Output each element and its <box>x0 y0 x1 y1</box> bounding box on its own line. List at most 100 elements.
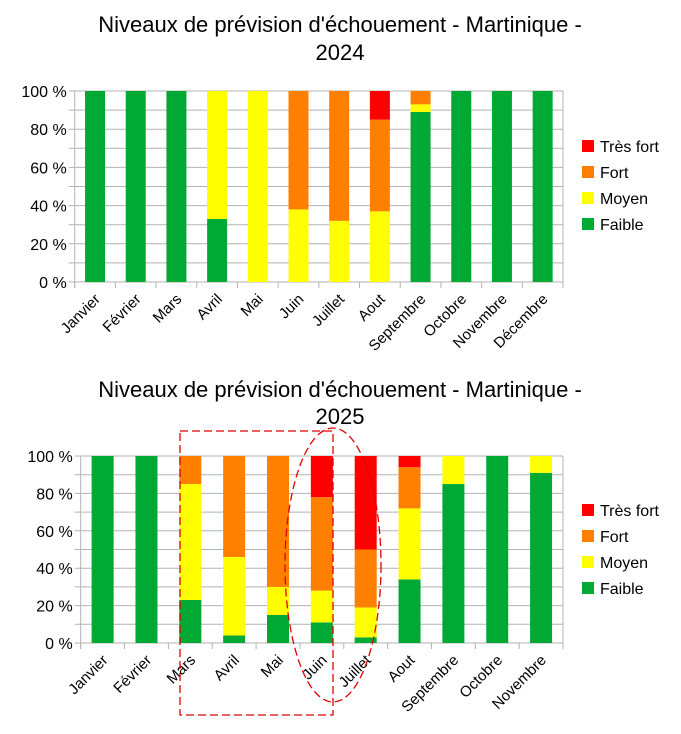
bar-moyen <box>442 456 465 485</box>
x-tick-label: Aout <box>385 651 419 685</box>
bar-faible <box>125 91 146 282</box>
legend-swatch <box>582 192 594 204</box>
y-tick-label: 0 % <box>45 636 73 653</box>
legend-label: Faible <box>600 217 644 234</box>
x-tick-label: Aout <box>355 290 389 324</box>
bar-moyen <box>267 586 290 615</box>
chart-title: Niveaux de prévision d'échouement - Mart… <box>98 377 582 402</box>
chart-title-year: 2024 <box>316 40 365 65</box>
x-tick-label: Avril <box>211 652 243 684</box>
bar-fort <box>398 467 421 509</box>
bar-fort <box>410 91 431 105</box>
annotation-dashed-ellipse <box>284 427 382 703</box>
y-tick-label: 100 % <box>27 449 72 466</box>
x-tick-label: Janvier <box>58 291 104 337</box>
bar-moyen <box>310 590 333 623</box>
y-tick-label: 20 % <box>30 237 66 254</box>
chart-1: Niveaux de prévision d'échouement - Mart… <box>21 12 659 355</box>
bar-faible <box>410 112 431 282</box>
legend-label: Fort <box>600 529 629 546</box>
bar-faible <box>135 456 158 643</box>
x-tick-label: Juin <box>276 291 307 322</box>
bar-faible <box>491 91 512 282</box>
x-tick-label: Mars <box>150 291 186 327</box>
x-tick-label: Avril <box>193 291 225 323</box>
x-tick-label: Mars <box>164 652 200 688</box>
x-tick-label: Février <box>100 291 145 336</box>
chart-2: Niveaux de prévision d'échouement - Mart… <box>27 377 659 716</box>
bar-faible <box>530 472 553 643</box>
x-tick-label: Janvier <box>65 652 111 698</box>
y-tick-label: 60 % <box>36 524 72 541</box>
bar-faible <box>179 599 202 643</box>
bar-moyen <box>329 220 350 282</box>
x-tick-label: Mai <box>238 291 267 320</box>
bar-faible <box>166 91 187 282</box>
bar-faible <box>451 91 472 282</box>
bar-très-fort <box>310 456 333 498</box>
bar-faible <box>207 218 228 282</box>
bar-faible <box>532 91 553 282</box>
legend-swatch <box>582 556 594 568</box>
x-tick-label: Février <box>110 652 155 697</box>
bar-fort <box>267 456 290 587</box>
legend-label: Moyen <box>600 191 648 208</box>
legend-swatch <box>582 166 594 178</box>
y-tick-label: 20 % <box>36 599 72 616</box>
bar-moyen <box>530 456 553 473</box>
bar-très-fort <box>369 91 390 120</box>
x-tick-label: Juillet <box>335 651 375 691</box>
y-tick-label: 80 % <box>30 122 66 139</box>
bar-très-fort <box>398 456 421 468</box>
x-tick-label: Juin <box>299 652 330 683</box>
bar-moyen <box>410 104 431 113</box>
bar-fort <box>310 497 333 591</box>
bar-moyen <box>398 508 421 580</box>
bar-moyen <box>207 91 228 219</box>
bar-faible <box>354 637 377 643</box>
legend-swatch <box>582 530 594 542</box>
bar-fort <box>223 456 246 557</box>
bar-faible <box>91 456 114 643</box>
bar-faible <box>85 91 106 282</box>
y-tick-label: 100 % <box>21 84 66 101</box>
bar-faible <box>310 622 333 643</box>
legend-swatch <box>582 504 594 516</box>
bar-fort <box>369 119 390 212</box>
bar-moyen <box>223 556 246 636</box>
legend-swatch <box>582 140 594 152</box>
bar-fort <box>354 549 377 608</box>
legend-swatch <box>582 218 594 230</box>
legend-swatch <box>582 582 594 594</box>
bar-moyen <box>369 211 390 282</box>
legend-label: Moyen <box>600 555 648 572</box>
bar-faible <box>267 614 290 643</box>
chart-title-year: 2025 <box>316 404 365 429</box>
x-tick-label: Mai <box>258 652 287 681</box>
legend-label: Faible <box>600 581 644 598</box>
y-tick-label: 0 % <box>39 275 67 292</box>
x-tick-label: Juillet <box>309 290 349 330</box>
bar-fort <box>179 456 202 485</box>
legend-label: Très fort <box>600 503 660 520</box>
bar-moyen <box>179 484 202 600</box>
bar-moyen <box>288 209 309 282</box>
bar-faible <box>223 635 246 643</box>
y-tick-label: 60 % <box>30 160 66 177</box>
bar-fort <box>329 91 350 221</box>
y-tick-label: 40 % <box>30 199 66 216</box>
bar-fort <box>288 91 309 210</box>
bar-faible <box>442 484 465 643</box>
annotation-dashed-rectangle <box>179 430 334 716</box>
bar-moyen <box>354 607 377 638</box>
bar-faible <box>486 456 509 643</box>
bar-moyen <box>247 91 268 282</box>
bar-très-fort <box>354 456 377 550</box>
legend-label: Fort <box>600 165 629 182</box>
y-tick-label: 80 % <box>36 486 72 503</box>
legend-label: Très fort <box>600 139 660 156</box>
y-tick-label: 40 % <box>36 561 72 578</box>
chart-title: Niveaux de prévision d'échouement - Mart… <box>98 12 582 37</box>
bar-faible <box>398 579 421 643</box>
